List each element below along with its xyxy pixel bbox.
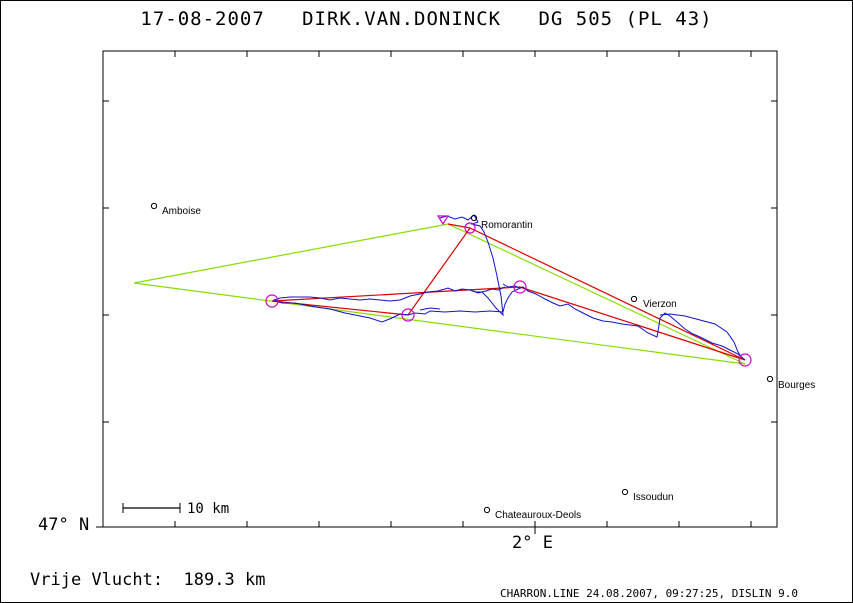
- city-label: Amboise: [162, 206, 201, 217]
- city-bourges: Bourges: [766, 375, 815, 391]
- longitude-label: 2° E: [512, 533, 553, 553]
- turnpoint-2: [513, 280, 527, 294]
- city-chateauroux-deols: Chateauroux-Deols: [483, 506, 581, 521]
- scale-bar: 10 km: [122, 501, 229, 517]
- scale-bar-label: 10 km: [187, 501, 229, 517]
- cities: Amboise Romorantin Vierzon Bourges Issou…: [150, 202, 815, 521]
- title: 17-08-2007 DIRK.VAN.DONINCK DG 505 (PL 4…: [0, 8, 853, 30]
- city-label: Issoudun: [633, 492, 674, 503]
- turnpoint-1: [401, 308, 415, 322]
- city-label: Romorantin: [481, 220, 533, 231]
- triangle-route: [133, 223, 746, 365]
- city-vierzon: Vierzon: [630, 295, 677, 310]
- city-label: Chateauroux-Deols: [495, 510, 581, 521]
- turnpoints: [265, 215, 752, 367]
- latitude-label: 47° N: [38, 515, 90, 535]
- map-border: [102, 50, 778, 528]
- glider-name: DG 505 (PL 43): [538, 8, 713, 30]
- city-issoudun: Issoudun: [621, 488, 674, 503]
- city-label: Vierzon: [643, 299, 677, 310]
- distance-label: Vrije Vlucht:: [30, 570, 164, 590]
- tick-marks: [103, 51, 777, 527]
- optimized-route: [271, 223, 746, 361]
- footer-info: CHARRON.LINE 24.08.2007, 09:27:25, DISLI…: [500, 587, 799, 600]
- turnpoint-3: [464, 222, 476, 234]
- flight-date: 17-08-2007: [140, 8, 265, 30]
- distance-value: 189.3 km: [183, 570, 266, 590]
- flight-distance: Vrije Vlucht: 189.3 km: [30, 570, 265, 590]
- finish-point: [738, 353, 752, 367]
- pilot-name: DIRK.VAN.DONINCK: [302, 8, 502, 30]
- start-point: [265, 294, 279, 308]
- start-marker: [436, 215, 450, 226]
- city-label: Bourges: [778, 380, 815, 391]
- flight-track: [272, 214, 746, 361]
- city-amboise: Amboise: [150, 202, 201, 217]
- city-romorantin: Romorantin: [470, 214, 533, 231]
